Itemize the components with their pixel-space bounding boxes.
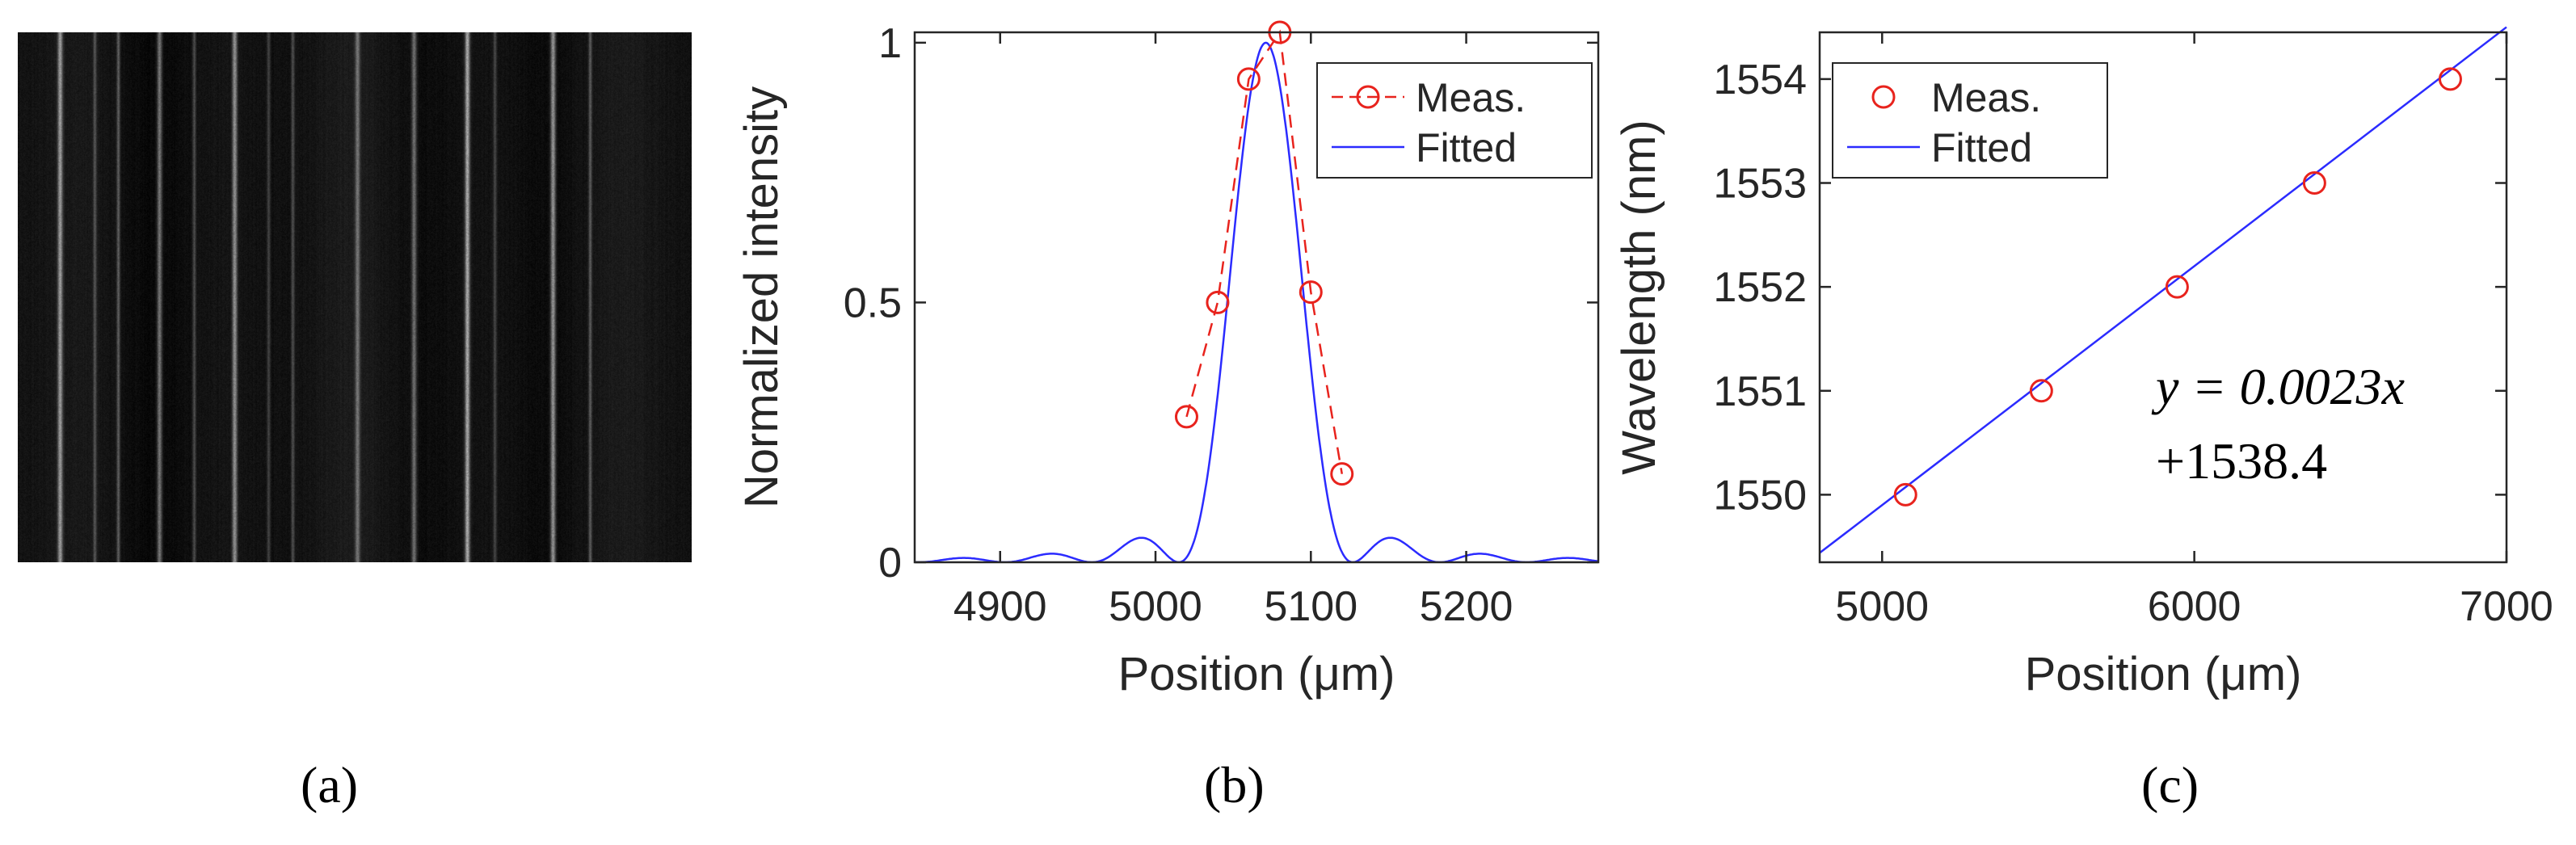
- panel-label-b: (b): [1204, 756, 1265, 813]
- y-tick-label: 0: [878, 540, 902, 586]
- y-tick-label: 1551: [1713, 368, 1807, 415]
- fitted-curve: [915, 41, 1598, 562]
- y-axis-label: Wavelength (nm): [1613, 120, 1665, 474]
- legend-label-fitted: Fitted: [1416, 125, 1517, 170]
- x-tick-label: 5200: [1420, 583, 1513, 630]
- speckle-image-canvas: [18, 32, 692, 562]
- y-axis-label: Normalized intensity: [735, 86, 788, 508]
- measured-point: [1299, 280, 1323, 305]
- y-tick-label: 1550: [1713, 472, 1807, 519]
- legend-marker-meas: [1356, 85, 1380, 109]
- x-tick-label: 5000: [1109, 583, 1202, 630]
- y-tick-label: 1: [878, 20, 902, 67]
- chart-b: 4900 5000 5100 5200 0 0.5 1 Position (μm) Normal…: [735, 20, 1600, 700]
- measured-point: [1206, 290, 1230, 314]
- legend-box: [1316, 62, 1593, 179]
- axes-box: [913, 31, 1600, 564]
- panel-label-a: (a): [301, 756, 359, 813]
- chart-c: 5000 6000 7000 1550 1551 1552 1553 1554 Position…: [1613, 26, 2553, 700]
- x-axis-label: Position (μm): [2025, 648, 2302, 700]
- x-tick-label: 7000: [2460, 583, 2553, 630]
- y-tick-label: 0.5: [844, 280, 902, 326]
- y-tick-label: 1553: [1713, 161, 1807, 208]
- legend-label-fitted: Fitted: [1931, 125, 2032, 170]
- equation-line2: +1538.4: [2156, 432, 2327, 490]
- legend-box: [1832, 62, 2108, 179]
- measured-point: [2302, 171, 2326, 195]
- axes-box: [1818, 31, 2508, 564]
- x-tick-label: 5000: [1835, 583, 1929, 630]
- legend-label-meas: Meas.: [1931, 75, 2041, 120]
- y-tick-label: 1554: [1713, 57, 1807, 103]
- legend-label-meas: Meas.: [1416, 75, 1526, 120]
- measured-point: [1236, 67, 1261, 91]
- x-axis-label: Position (μm): [1118, 648, 1395, 700]
- measured-point: [2029, 379, 2053, 403]
- speckle-image: [18, 32, 692, 562]
- x-tick-label: 6000: [2148, 583, 2241, 630]
- y-tick-label: 1552: [1713, 264, 1807, 311]
- x-tick-label: 4900: [953, 583, 1047, 630]
- panel-label-c: (c): [2141, 756, 2199, 813]
- equation-line1: y = 0.0023x: [2151, 358, 2405, 415]
- x-tick-label: 5100: [1264, 583, 1357, 630]
- measured-point: [1893, 482, 1917, 507]
- measured-point: [2438, 67, 2462, 91]
- fitted-line: [1819, 26, 2507, 554]
- legend-marker-meas: [1871, 85, 1896, 109]
- measured-point: [1330, 462, 1354, 486]
- measured-point: [1174, 405, 1198, 429]
- measured-point: [2165, 275, 2189, 299]
